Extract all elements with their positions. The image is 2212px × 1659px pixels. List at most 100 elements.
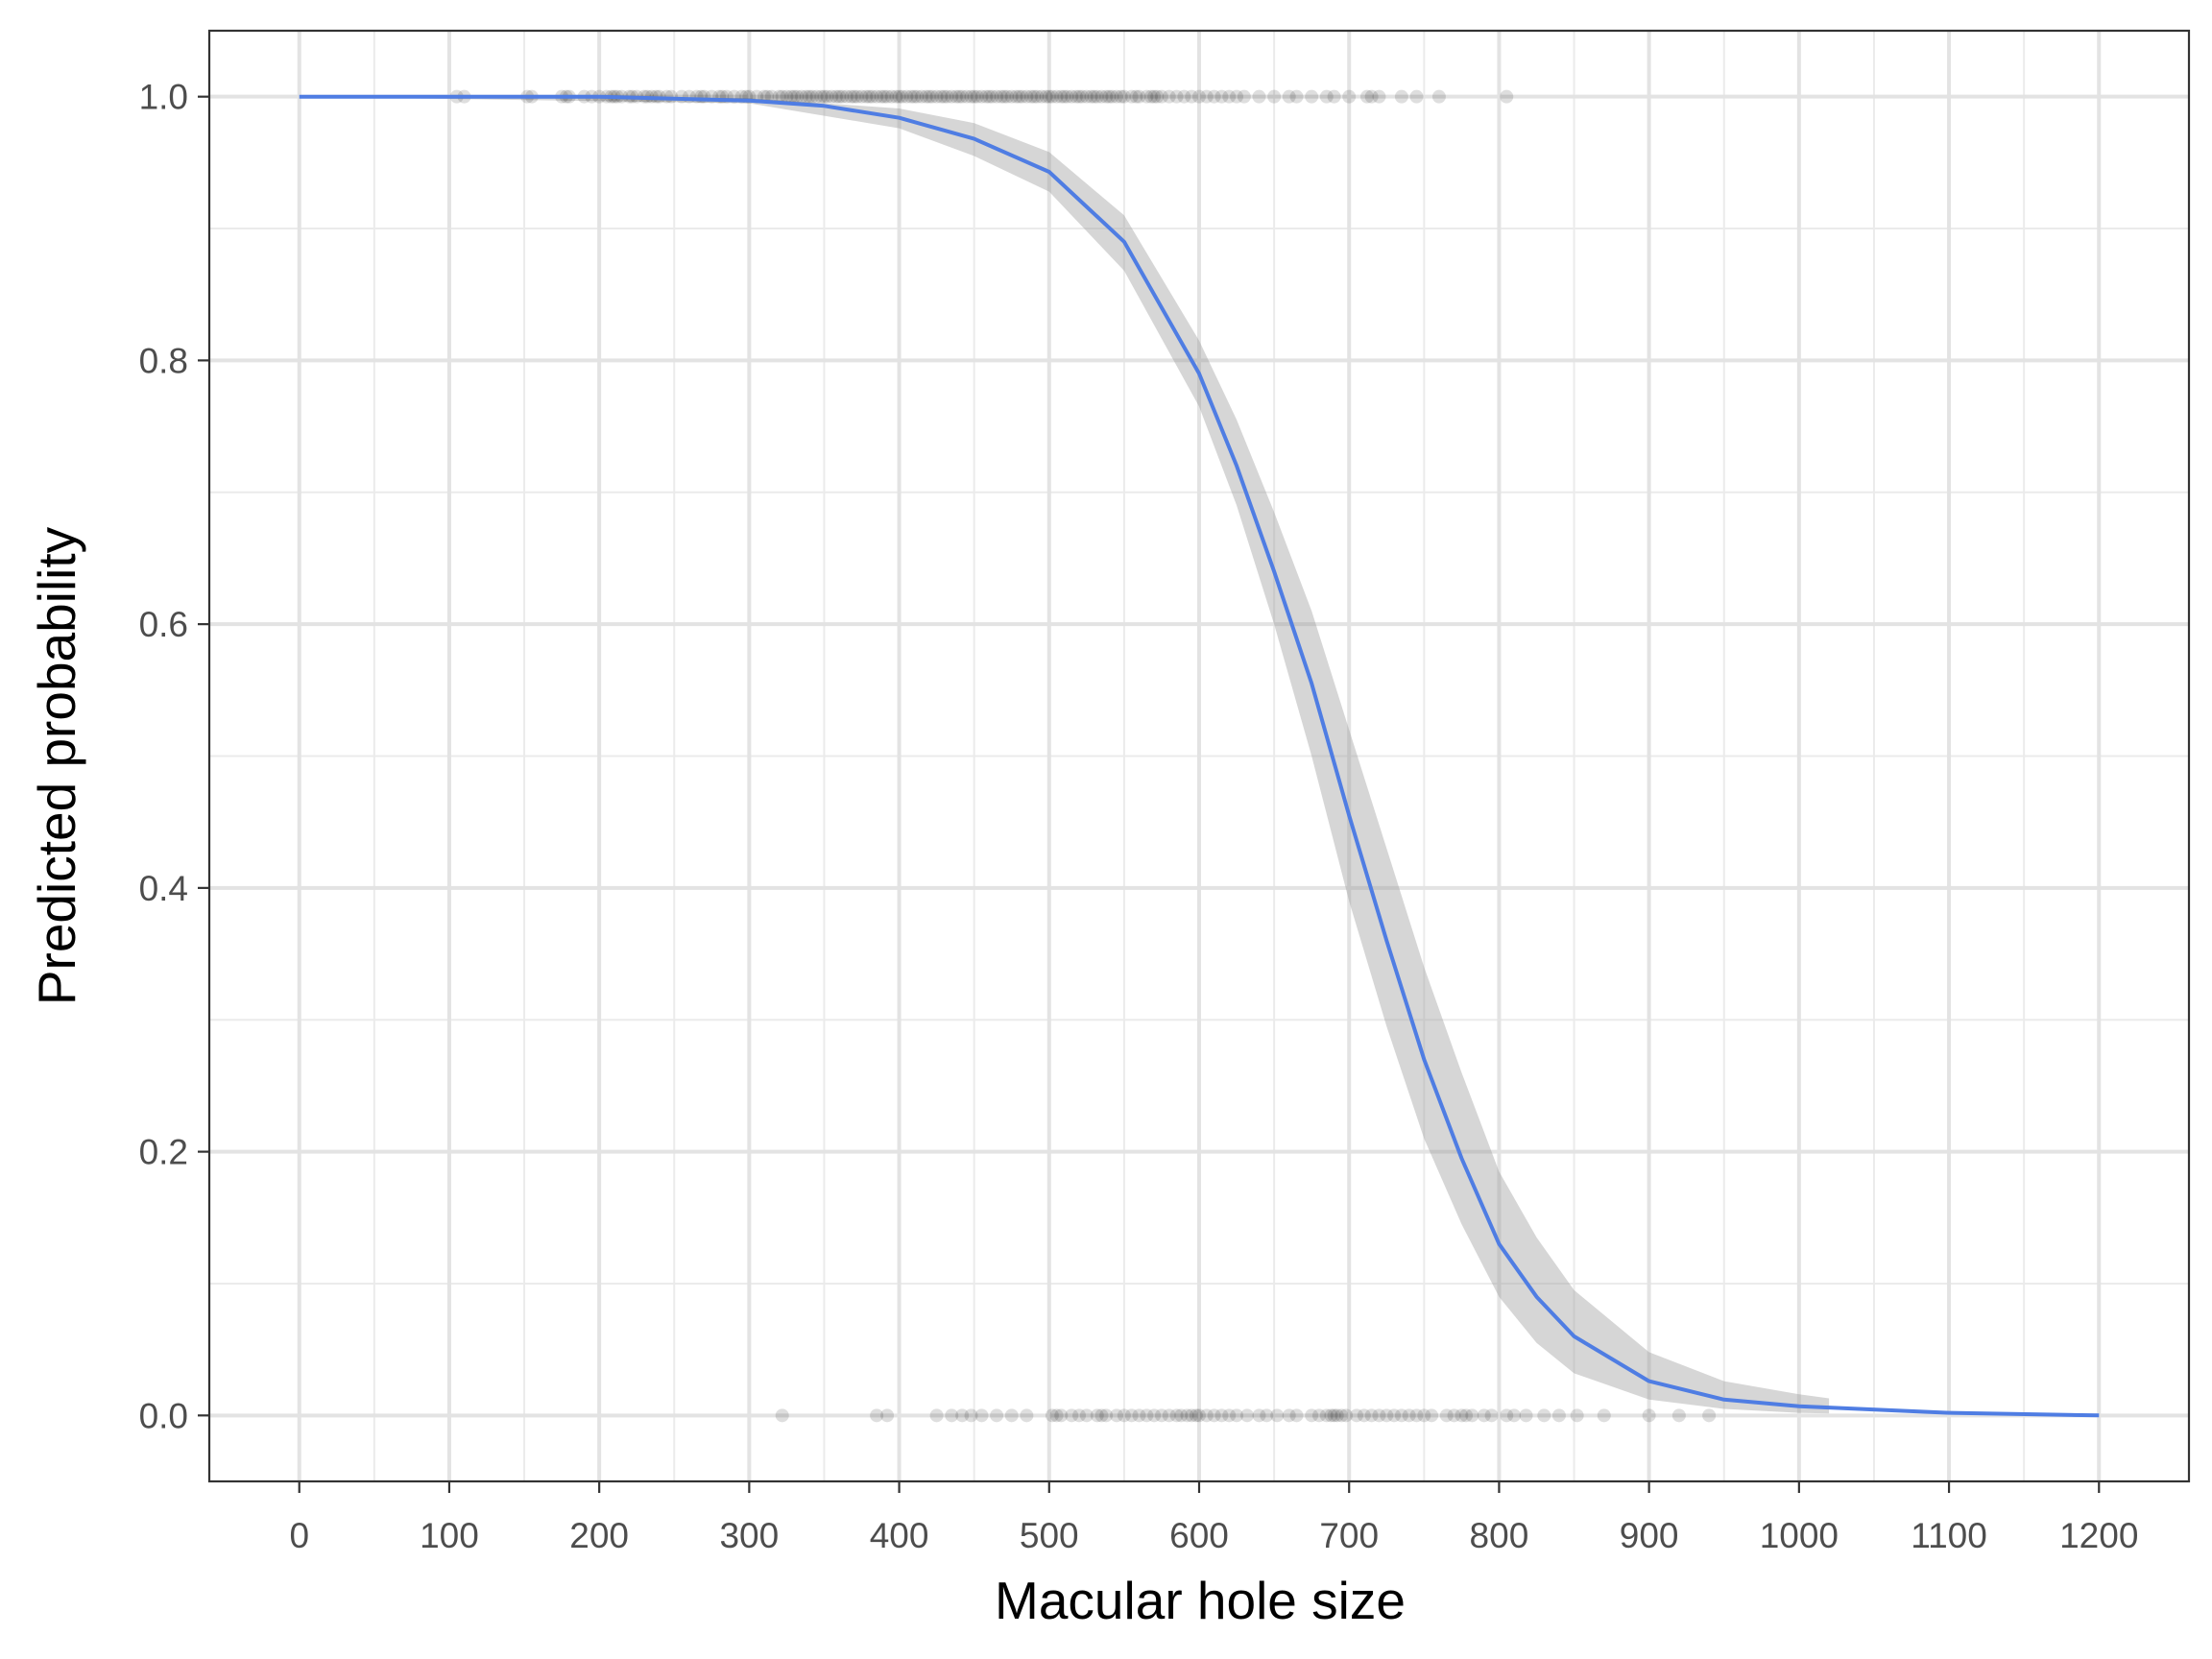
observed-point-outcome-1 [1282, 89, 1296, 104]
observed-point-outcome-0 [1702, 1408, 1717, 1423]
observed-point-outcome-0 [1409, 1408, 1424, 1423]
observed-point-outcome-0 [1230, 1408, 1244, 1423]
observed-point-outcome-0 [1394, 1408, 1408, 1423]
y-tick-label: 0.2 [139, 1133, 188, 1172]
observed-point-outcome-0 [1147, 1408, 1162, 1423]
observed-point-outcome-1 [904, 89, 919, 104]
observed-point-outcome-0 [870, 1408, 884, 1423]
observed-point-outcome-0 [1350, 1408, 1364, 1423]
observed-point-outcome-1 [1079, 89, 1094, 104]
observed-point-outcome-1 [1150, 89, 1165, 104]
observed-point-outcome-1 [790, 89, 805, 104]
observed-point-outcome-0 [1045, 1408, 1059, 1423]
observed-point-outcome-0 [1357, 1408, 1371, 1423]
observed-point-outcome-1 [985, 89, 999, 104]
observed-point-outcome-1 [1060, 89, 1074, 104]
observed-point-outcome-0 [1642, 1408, 1656, 1423]
observed-point-outcome-0 [1387, 1408, 1402, 1423]
observed-point-outcome-1 [1034, 89, 1048, 104]
x-tick-label: 400 [870, 1516, 929, 1555]
y-axis-ticks: 0.0 0.2 0.4 0.6 0.8 1.0 [139, 78, 209, 1435]
observed-point-outcome-1 [1000, 89, 1015, 104]
observed-point-outcome-1 [1199, 89, 1214, 104]
y-tick-label: 0.8 [139, 341, 188, 380]
observed-point-outcome-1 [874, 89, 888, 104]
observed-point-outcome-0 [1447, 1408, 1461, 1423]
observed-point-outcome-1 [1049, 89, 1064, 104]
observed-point-outcome-1 [929, 89, 944, 104]
observed-point-outcome-1 [1140, 89, 1154, 104]
confidence-band [299, 96, 1830, 1414]
observed-point-outcome-0 [1372, 1408, 1386, 1423]
observed-point-outcome-1 [919, 89, 933, 104]
observed-point-outcome-1 [1359, 89, 1374, 104]
observed-point-outcome-0 [1289, 1408, 1304, 1423]
observed-point-outcome-1 [1015, 89, 1029, 104]
observed-point-outcome-1 [817, 89, 831, 104]
observed-point-outcome-1 [787, 89, 802, 104]
observed-point-outcome-1 [934, 89, 949, 104]
observed-point-outcome-1 [1020, 89, 1034, 104]
x-tick-label: 700 [1319, 1516, 1379, 1555]
observed-point-outcome-0 [1327, 1408, 1341, 1423]
observed-point-outcome-1 [1305, 89, 1319, 104]
observed-point-outcome-0 [1319, 1408, 1334, 1423]
observed-point-outcome-1 [967, 89, 981, 104]
observed-point-outcome-0 [1484, 1408, 1499, 1423]
observed-point-outcome-1 [994, 89, 1008, 104]
observed-point-outcome-1 [974, 89, 989, 104]
observed-point-outcome-0 [1324, 1408, 1338, 1423]
observed-point-outcome-1 [1154, 89, 1168, 104]
observed-point-outcome-0 [1185, 1408, 1199, 1423]
observed-point-outcome-1 [982, 89, 997, 104]
observed-point-outcome-1 [1124, 89, 1139, 104]
observed-point-outcome-1 [1110, 89, 1124, 104]
observed-point-outcome-1 [889, 89, 903, 104]
observed-point-outcome-0 [929, 1408, 944, 1423]
observed-point-outcome-0 [1597, 1408, 1611, 1423]
observed-point-outcome-0 [1570, 1408, 1584, 1423]
observed-point-outcome-0 [880, 1408, 895, 1423]
observed-point-outcome-1 [1054, 89, 1069, 104]
observed-point-outcome-1 [1030, 89, 1045, 104]
observed-point-outcome-0 [1239, 1408, 1254, 1423]
observed-point-outcome-1 [1087, 89, 1101, 104]
observed-point-outcome-1 [1185, 89, 1199, 104]
observed-point-outcome-1 [1094, 89, 1109, 104]
observed-point-outcome-1 [1057, 89, 1071, 104]
observed-point-outcome-1 [1042, 89, 1056, 104]
x-tick-label: 1200 [2059, 1516, 2138, 1555]
observed-point-outcome-1 [1327, 89, 1341, 104]
observed-point-outcome-0 [1072, 1408, 1087, 1423]
x-tick-label: 1000 [1760, 1516, 1839, 1555]
observed-point-outcome-0 [1339, 1408, 1354, 1423]
observed-point-outcome-1 [1169, 89, 1184, 104]
observed-point-outcome-1 [799, 89, 813, 104]
observed-point-outcome-1 [865, 89, 879, 104]
observed-point-outcome-0 [1402, 1408, 1416, 1423]
observed-point-outcome-0 [1207, 1408, 1221, 1423]
observed-point-outcome-1 [1207, 89, 1221, 104]
observed-point-outcome-0 [1305, 1408, 1319, 1423]
y-tick-label: 0.0 [139, 1396, 188, 1435]
observed-point-outcome-1 [970, 89, 984, 104]
observed-point-outcome-1 [862, 89, 877, 104]
observed-point-outcome-1 [1072, 89, 1087, 104]
observed-point-outcome-0 [1214, 1408, 1229, 1423]
observed-point-outcome-1 [915, 89, 929, 104]
observed-point-outcome-1 [850, 89, 864, 104]
observed-point-outcome-0 [1252, 1408, 1266, 1423]
observed-point-outcome-1 [884, 89, 899, 104]
observed-point-outcome-0 [964, 1408, 978, 1423]
observed-point-outcome-0 [945, 1408, 959, 1423]
observed-point-outcome-0 [1465, 1408, 1479, 1423]
x-axis-ticks: 0 100 200 300 400 500 600 700 800 900 1000 1100 1200 [289, 1481, 2138, 1555]
observed-point-outcome-0 [955, 1408, 970, 1423]
observed-point-outcome-0 [1054, 1408, 1069, 1423]
observed-point-outcome-1 [1045, 89, 1059, 104]
x-tick-label: 0 [289, 1516, 309, 1555]
observed-point-outcome-1 [814, 89, 829, 104]
observed-point-outcome-1 [955, 89, 970, 104]
observed-point-outcome-0 [1199, 1408, 1214, 1423]
observed-point-outcome-0 [1124, 1408, 1139, 1423]
